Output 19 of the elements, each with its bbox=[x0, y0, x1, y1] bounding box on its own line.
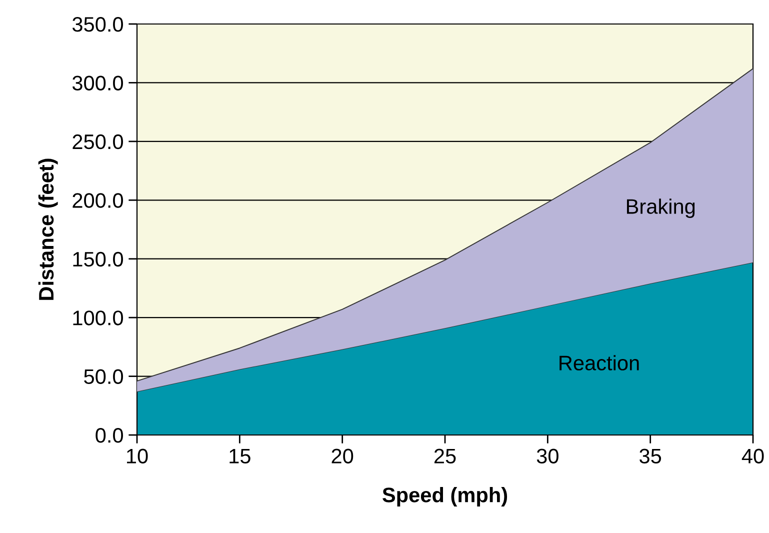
series-label: Braking bbox=[626, 198, 695, 218]
x-tick-label: 25 bbox=[434, 448, 456, 464]
x-tick-label: 15 bbox=[230, 448, 250, 464]
y-tick-label: 0.0 bbox=[96, 428, 123, 443]
y-tick-label: 150.0 bbox=[73, 252, 123, 267]
x-tick-label: 30 bbox=[536, 448, 558, 464]
y-tick-label: 50.0 bbox=[84, 369, 123, 384]
x-tick-label: 10 bbox=[127, 448, 148, 464]
y-tick-label: 100.0 bbox=[73, 310, 123, 326]
x-tick-label: 35 bbox=[640, 448, 662, 464]
y-tick-label: 350.0 bbox=[72, 17, 123, 32]
x-axis-title: Speed (mph) bbox=[382, 487, 508, 506]
y-tick-label: 300.0 bbox=[72, 76, 123, 90]
y-tick-label: 200.0 bbox=[72, 193, 123, 208]
y-tick-label: 250.0 bbox=[72, 134, 123, 150]
series-label: Reaction bbox=[560, 355, 639, 370]
x-tick-label: 40 bbox=[742, 448, 764, 464]
x-tick-label: 20 bbox=[332, 448, 354, 464]
y-axis-title: Distance (feet) bbox=[38, 158, 58, 300]
